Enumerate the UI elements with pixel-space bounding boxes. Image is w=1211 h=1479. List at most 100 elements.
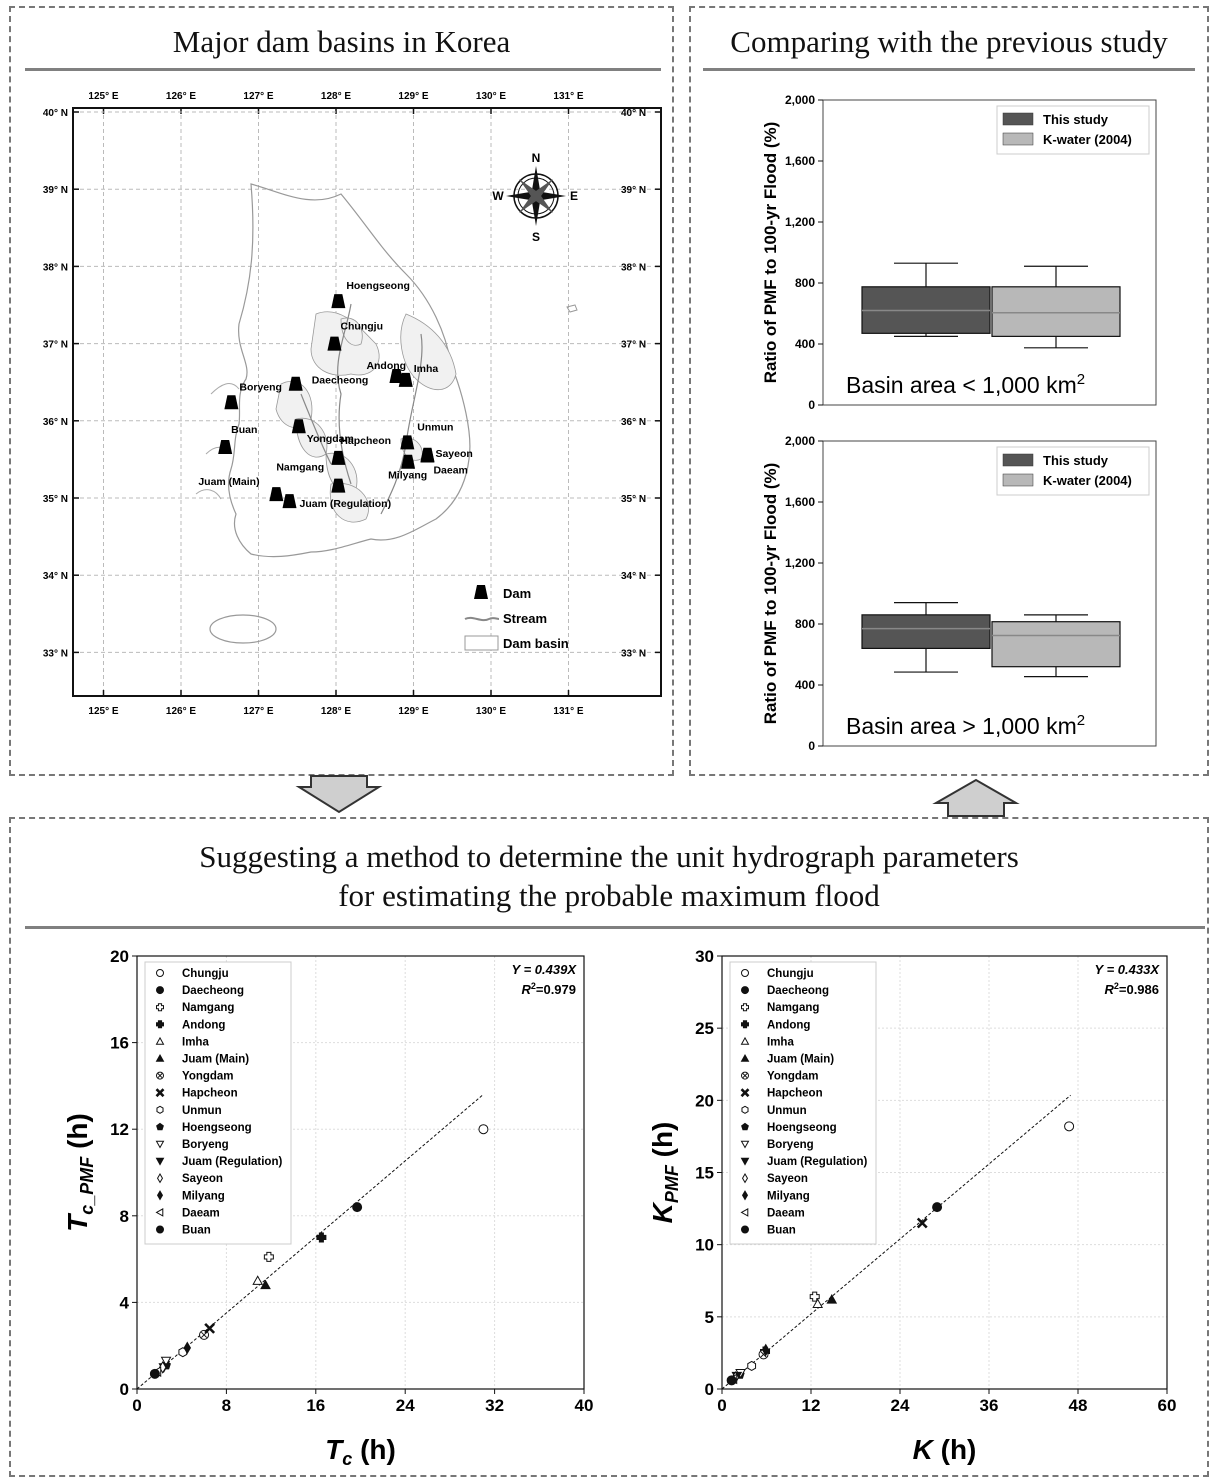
compass-n: N (532, 151, 541, 165)
dam-label: Juam (Main) (198, 476, 259, 488)
dam-basins (275, 311, 457, 523)
dam-hapcheon: Hapcheon (331, 435, 391, 465)
lat-tick-right: 38° N (621, 262, 646, 273)
method-title-rule (25, 926, 1205, 929)
boxplot-ylabel: Ratio of PMF to 100-yr Flood (%) (761, 122, 780, 384)
scatter-legend-item: Yongdam (767, 1071, 819, 1083)
dam-icon (331, 450, 346, 465)
compare-title-rule (703, 68, 1195, 71)
dam-icon (269, 487, 284, 502)
scatter-legend-item: Andong (182, 1019, 225, 1031)
data-point-chungju (1064, 1121, 1075, 1132)
scatter-legend-item: Daecheong (767, 985, 829, 997)
lon-tick-top: 126° E (166, 91, 196, 102)
y-tick-label: 15 (695, 1164, 714, 1183)
dam-label: Sayeon (435, 448, 472, 460)
x-tick-label: 0 (132, 1396, 141, 1415)
lat-tick-left: 33° N (43, 648, 68, 659)
data-point-hapcheon (204, 1322, 216, 1334)
scatter-legend-item: Daeam (182, 1207, 220, 1219)
lon-tick-bottom: 131° E (553, 706, 583, 717)
dam-icon (291, 419, 306, 434)
lon-tick-bottom: 130° E (476, 706, 506, 717)
scatter-legend-item: Daeam (767, 1207, 805, 1219)
dam-icon (282, 494, 297, 509)
dam-juam-main: Juam (Main) (198, 476, 284, 502)
x-tick-label: 8 (222, 1396, 231, 1415)
lat-tick-left: 36° N (43, 417, 68, 428)
y-tick-label: 400 (795, 678, 815, 692)
scatter-legend: Chungju Daecheong Namgang Andong Imha Juam (M… (729, 961, 877, 1245)
y-tick-label: 0 (705, 1380, 714, 1399)
y-tick-label: 25 (695, 1019, 714, 1038)
dam-icon (398, 372, 413, 387)
x-tick-label: 60 (1158, 1396, 1177, 1415)
boxplot-legend-item: This study (1043, 112, 1109, 127)
lat-tick-left: 37° N (43, 340, 68, 351)
data-point-daecheong (352, 1202, 363, 1213)
data-point-daecheong (932, 1202, 943, 1213)
y-tick-label: 10 (695, 1236, 714, 1255)
dam-icon (331, 478, 346, 493)
dam-icon (389, 369, 404, 384)
dam-label: Hapcheon (340, 435, 391, 447)
map-legend: Dam Stream Dam basin (464, 585, 569, 651)
y-tick-label: 12 (110, 1120, 129, 1139)
lon-tick-top: 129° E (398, 91, 428, 102)
x-tick-label: 24 (891, 1396, 910, 1415)
scatter-legend-item: Hapcheon (767, 1088, 823, 1100)
boxplot-2: 0 400 800 1,200 1,600 2,000 Ratio of PMF to 10… (761, 434, 1157, 753)
scatter-legend-item: Juam (Regulation) (182, 1156, 282, 1168)
lon-tick-top: 131° E (553, 91, 583, 102)
dam-icon (420, 448, 435, 463)
x-axis-label: K (h) (913, 1434, 977, 1465)
data-point-buan (726, 1375, 737, 1386)
scatter-legend-item: Andong (767, 1019, 810, 1031)
scatter-legend-item: Namgang (767, 1002, 819, 1014)
y-tick-label: 0 (808, 398, 815, 412)
scatter-legend-item: Yongdam (182, 1071, 234, 1083)
compare-panel: Comparing with the previous study 0 400 80… (689, 6, 1209, 776)
dam-boryeng: Boryeng (224, 381, 282, 410)
y-tick-label: 1,600 (785, 495, 815, 509)
lon-tick-top: 125° E (88, 91, 118, 102)
legend-dam-label: Dam (503, 586, 531, 601)
dam-icon (401, 454, 416, 469)
lon-tick-top: 127° E (243, 91, 273, 102)
korea-landmass (195, 183, 578, 644)
y-tick-label: 2,000 (785, 93, 815, 107)
dam-label: Imha (414, 363, 439, 375)
scatter-legend-item: Hapcheon (182, 1088, 238, 1100)
scatter-legend-item: Juam (Main) (182, 1054, 249, 1066)
dam-label: Chungju (340, 321, 383, 333)
regression-equation: Y = 0.439X (512, 962, 578, 977)
dam-icon (224, 395, 239, 410)
map-title-rule (25, 68, 661, 71)
y-tick-label: 0 (120, 1380, 129, 1399)
r-squared: R2=0.979 (521, 981, 576, 997)
dam-label: Boryeng (239, 381, 282, 393)
dam-label: Juam (Regulation) (300, 498, 392, 510)
x-tick-label: 32 (485, 1396, 504, 1415)
dam-label: Milyang (388, 470, 427, 482)
dam-label: Unmun (417, 421, 453, 433)
lat-tick-left: 40° N (43, 108, 68, 119)
dam-milyang: Milyang (388, 454, 427, 482)
scatter-legend-item: Milyang (182, 1190, 225, 1202)
method-panel: Suggesting a method to determine the uni… (9, 817, 1209, 1477)
dam-namgang: Namgang (276, 462, 346, 493)
scatter-legend-item: Buan (767, 1225, 796, 1237)
map-graticule: 125° E 125° E 126° E 126° E 127° E 127° E 128°… (43, 91, 661, 717)
dam-markers: Hoengseong Chungju Andong Imha Daecheong Bory… (198, 280, 472, 510)
basin-area-annotation: Basin area < 1,000 km2 (846, 371, 1085, 398)
scatter-legend-item: Imha (767, 1036, 794, 1048)
lat-tick-right: 33° N (621, 648, 646, 659)
lat-tick-left: 35° N (43, 494, 68, 505)
y-tick-label: 5 (705, 1308, 714, 1327)
y-tick-label: 1,200 (785, 556, 815, 570)
x-axis-label: Tc (h) (325, 1434, 396, 1469)
dam-icon (288, 376, 303, 391)
data-point-andong (316, 1232, 327, 1243)
x-tick-label: 0 (717, 1396, 726, 1415)
r-squared: R2=0.986 (1104, 981, 1159, 997)
